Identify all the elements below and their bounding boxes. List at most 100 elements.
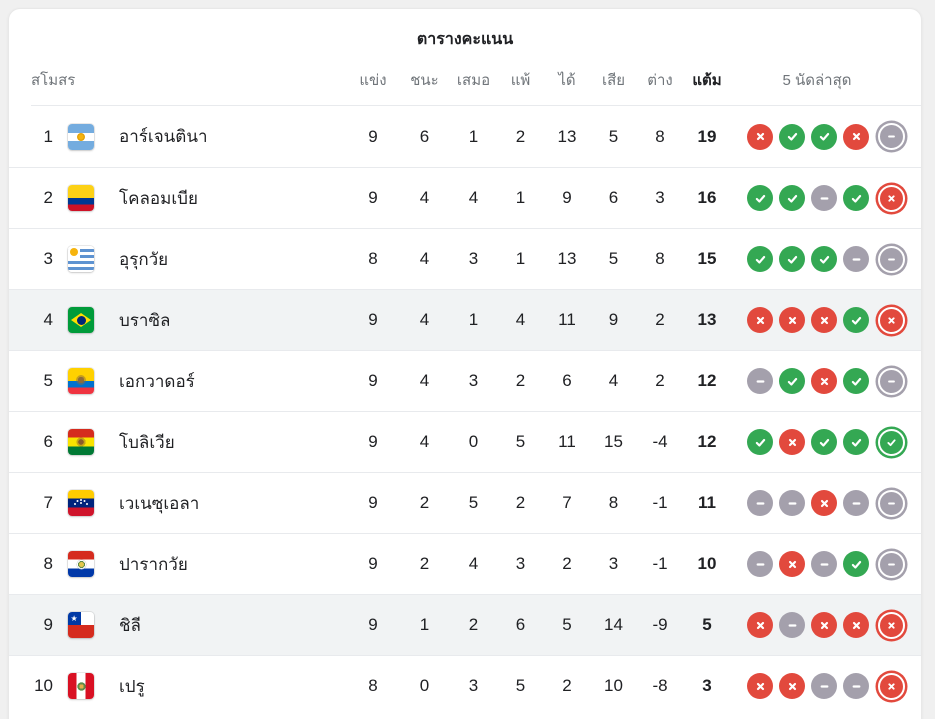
win-icon: [747, 429, 773, 455]
table-row[interactable]: 3 อุรุกวัย 8 4 3 1 13 5 8 15: [9, 228, 921, 289]
team-name[interactable]: บราซิล: [119, 310, 171, 330]
stat-goal-diff: 3: [655, 188, 665, 207]
draw-icon: [811, 673, 837, 699]
loss-icon: [811, 612, 837, 638]
stat-goals-for: 11: [558, 432, 576, 451]
header-goals-for: ได้: [558, 71, 576, 89]
stat-won: 1: [419, 615, 430, 634]
stat-lost: 5: [515, 432, 526, 451]
rank-number: 2: [43, 188, 53, 207]
loss-icon: [878, 611, 905, 639]
table-row[interactable]: 4 บราซิล 9 4 1 4 11 9 2 13: [9, 289, 921, 350]
last5-form: [731, 550, 921, 578]
stat-lost: 4: [515, 310, 526, 329]
stat-goals-against: 9: [608, 310, 619, 329]
draw-icon: [878, 367, 905, 395]
stat-goals-for: 2: [562, 676, 572, 695]
rank-number: 5: [43, 371, 53, 390]
table-row[interactable]: 9 ชิลี 9 1 2 6 5 14 -9 5: [9, 594, 921, 655]
stat-goals-for: 11: [558, 310, 576, 329]
colombia-flag-icon: [68, 185, 94, 211]
stat-drawn: 3: [468, 371, 479, 390]
loss-icon: [811, 368, 837, 394]
loss-icon: [747, 123, 773, 150]
standings-rows: 1 อาร์เจนตินา 9 6 1 2 13 5 8 19 2 โคลอมเ…: [9, 106, 921, 716]
table-row[interactable]: 1 อาร์เจนตินา 9 6 1 2 13 5 8 19: [9, 106, 921, 167]
draw-icon: [747, 368, 773, 394]
stat-played: 9: [368, 371, 378, 390]
stat-lost: 2: [515, 493, 526, 512]
stat-drawn: 0: [468, 432, 479, 451]
loss-icon: [843, 612, 869, 638]
stat-goal-diff: -8: [652, 676, 668, 695]
stat-drawn: 4: [468, 188, 479, 207]
stat-lost: 1: [515, 188, 526, 207]
stat-won: 4: [419, 310, 430, 329]
stat-goals-against: 3: [608, 554, 619, 573]
table-row[interactable]: 2 โคลอมเบีย 9 4 4 1 9 6 3 16: [9, 167, 921, 228]
stat-won: 2: [419, 554, 430, 573]
draw-icon: [747, 490, 773, 516]
loss-icon: [878, 672, 905, 700]
win-icon: [811, 123, 837, 150]
stat-goals-for: 13: [557, 126, 577, 146]
team-name[interactable]: เปรู: [119, 676, 145, 696]
draw-icon: [878, 123, 905, 150]
last5-form: [731, 245, 921, 273]
stat-points: 3: [702, 676, 712, 695]
draw-icon: [779, 612, 805, 638]
table-row[interactable]: 5 เอกวาดอร์ 9 4 3 2 6 4 2 12: [9, 350, 921, 411]
team-name[interactable]: ปารากวัย: [119, 554, 188, 574]
win-icon: [779, 368, 805, 394]
header-points: แต้ม: [692, 71, 722, 89]
stat-drawn: 1: [468, 310, 479, 329]
loss-icon: [747, 673, 773, 699]
stat-won: 2: [419, 493, 430, 512]
loss-icon: [811, 490, 837, 516]
stat-played: 9: [368, 310, 378, 329]
stat-points: 15: [697, 249, 717, 268]
team-name[interactable]: อาร์เจนตินา: [119, 127, 208, 146]
table-row[interactable]: 10 เปรู 8 0 3 5 2 10 -8 3: [9, 655, 921, 716]
stat-won: 6: [419, 126, 430, 146]
win-icon: [843, 429, 869, 455]
table-row[interactable]: 7 เวเนซุเอลา 9 2 5 2 7 8 -1 11: [9, 472, 921, 533]
stat-won: 0: [419, 676, 430, 695]
team-name[interactable]: เวเนซุเอลา: [119, 493, 200, 513]
venezuela-flag-icon: [68, 490, 94, 516]
last5-form: [731, 306, 921, 334]
team-name[interactable]: ชิลี: [119, 615, 141, 635]
stat-played: 9: [368, 126, 378, 146]
stat-goals-against: 5: [608, 126, 619, 146]
team-name[interactable]: อุรุกวัย: [119, 249, 169, 269]
paraguay-flag-icon: [68, 551, 94, 577]
rank-number: 1: [43, 126, 53, 146]
stat-goals-for: 13: [557, 249, 577, 268]
loss-icon: [747, 612, 773, 638]
team-name[interactable]: เอกวาดอร์: [119, 371, 195, 391]
draw-icon: [843, 673, 869, 699]
draw-icon: [811, 551, 837, 577]
team-name[interactable]: โคลอมเบีย: [119, 188, 198, 208]
loss-icon: [779, 673, 805, 699]
loss-icon: [779, 551, 805, 577]
stat-goals-for: 9: [562, 188, 572, 207]
table-row[interactable]: 8 ปารากวัย 9 2 4 3 2 3 -1 10: [9, 533, 921, 594]
loss-icon: [843, 123, 869, 150]
rank-number: 8: [43, 554, 53, 573]
stat-drawn: 1: [468, 126, 479, 146]
stat-goals-against: 5: [608, 249, 619, 268]
chile-flag-icon: [68, 612, 94, 638]
loss-icon: [878, 306, 905, 334]
stat-goals-for: 7: [562, 493, 572, 512]
team-name[interactable]: โบลิเวีย: [119, 432, 175, 452]
rank-number: 6: [43, 432, 53, 451]
win-icon: [843, 307, 869, 333]
stat-goals-against: 6: [608, 188, 619, 207]
stat-lost: 6: [515, 615, 526, 634]
table-row[interactable]: 6 โบลิเวีย 9 4 0 5 11 15 -4 12: [9, 411, 921, 472]
loss-icon: [878, 184, 905, 212]
last5-form: [731, 672, 921, 700]
stat-lost: 1: [515, 249, 526, 268]
draw-icon: [747, 551, 773, 577]
